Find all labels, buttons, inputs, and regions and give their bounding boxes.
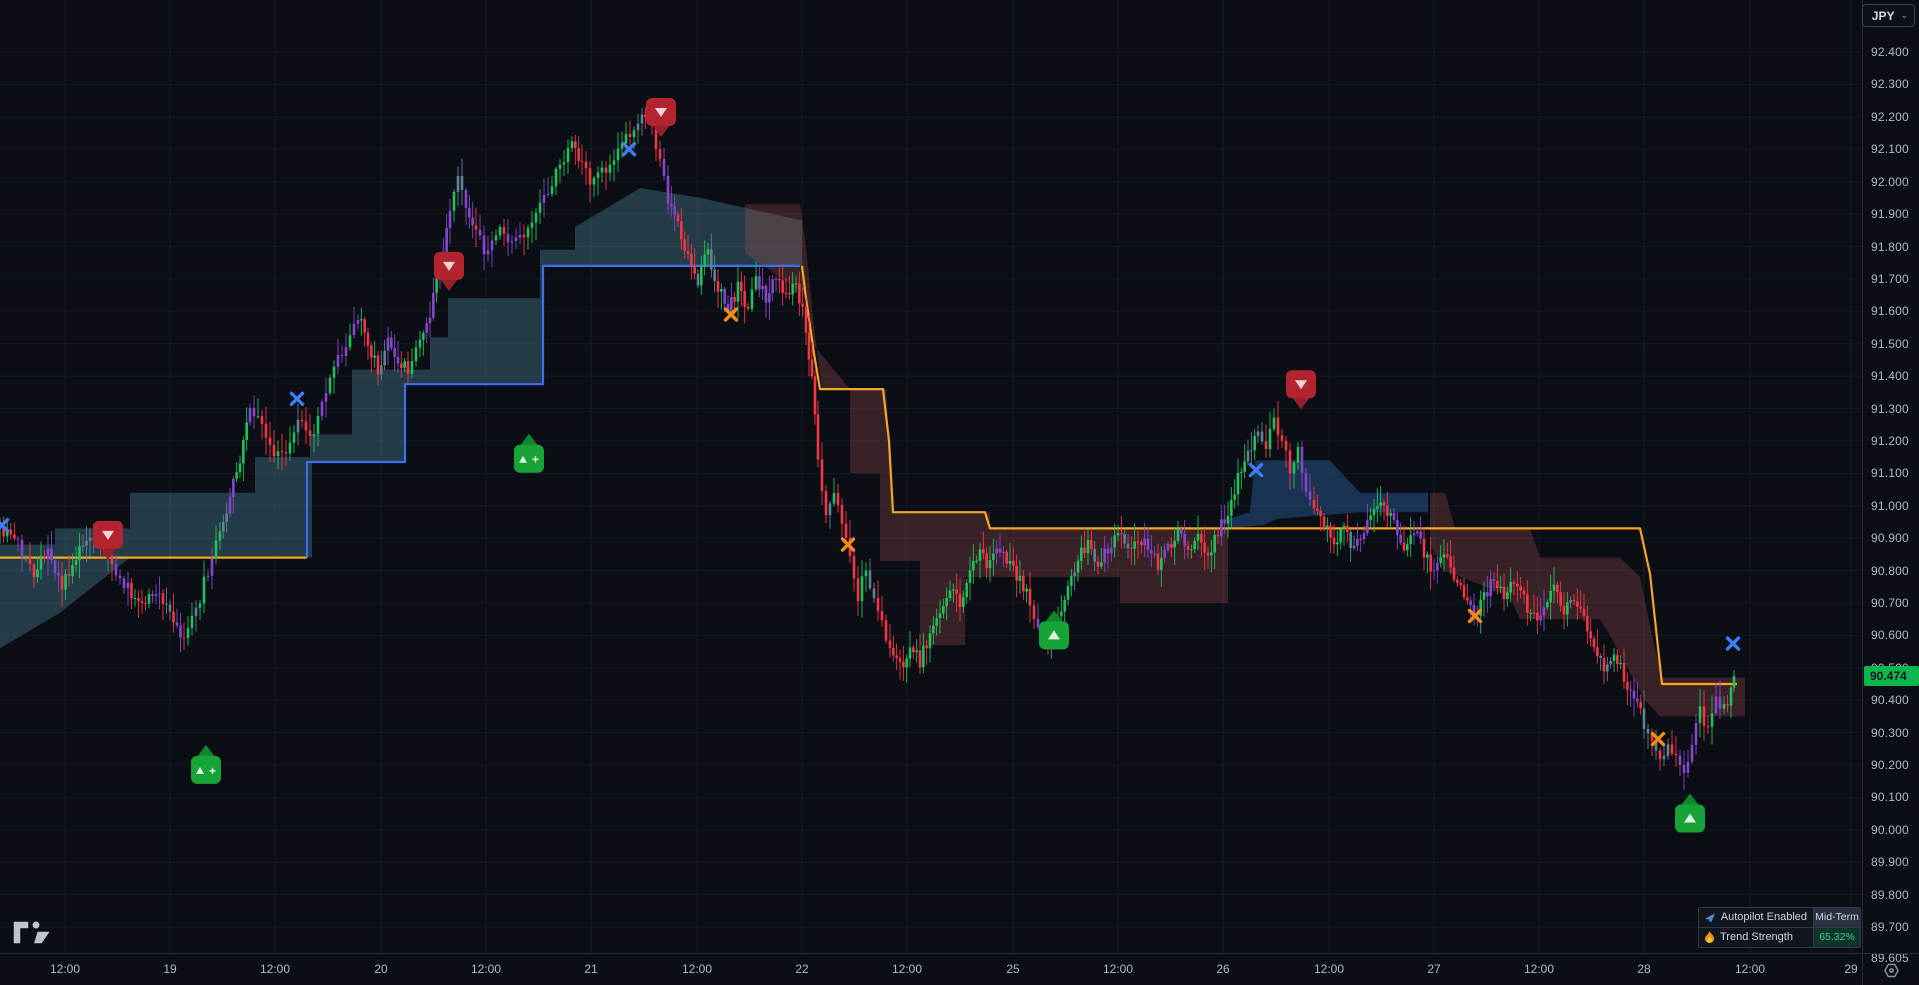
exit-long-x-marker[interactable] — [0, 518, 10, 533]
buy-signal-marker[interactable]: + — [191, 744, 221, 784]
price-tick-label: 89.700 — [1871, 920, 1909, 935]
price-tick-label: 92.200 — [1871, 109, 1909, 124]
trend-clouds — [0, 188, 1745, 717]
dashboard-row: Autopilot Enabled Mid-Term — [1699, 908, 1860, 927]
time-tick-label: 12:00 — [681, 962, 713, 976]
currency-selector[interactable]: JPY ⌄ — [1861, 4, 1915, 27]
price-tick-label: 89.900 — [1871, 855, 1909, 870]
svg-text:+: + — [209, 764, 216, 778]
buy-signal-marker[interactable] — [1039, 610, 1069, 650]
time-tick-label: 12:00 — [1102, 962, 1134, 976]
sell-signal-marker[interactable] — [1286, 370, 1316, 410]
time-tick-label: 22 — [795, 962, 809, 976]
tradingview-logo[interactable] — [12, 918, 54, 948]
price-tick-label: 91.800 — [1871, 239, 1909, 254]
time-tick-label: 12:00 — [1734, 962, 1766, 976]
grid — [0, 0, 1862, 953]
last-price-tag: 90.474 — [1864, 666, 1919, 687]
cloud-bull — [0, 188, 802, 649]
price-tick-label: 90.900 — [1871, 531, 1909, 546]
chevron-down-icon: ⌄ — [1900, 10, 1908, 20]
dashboard-value: 65.32% — [1813, 928, 1860, 947]
price-tick-label: 91.400 — [1871, 369, 1909, 384]
price-tick-label: 91.300 — [1871, 401, 1909, 416]
sell-signal-marker[interactable] — [93, 520, 123, 560]
price-tick-label: 91.100 — [1871, 466, 1909, 481]
exit-long-x-marker[interactable] — [1248, 462, 1264, 478]
exit-short-x-marker[interactable] — [1467, 608, 1483, 624]
fire-icon — [1704, 931, 1715, 943]
dashboard-label: Autopilot Enabled — [1699, 908, 1813, 927]
price-tick-label: 92.300 — [1871, 77, 1909, 92]
price-tick-label: 91.000 — [1871, 498, 1909, 513]
time-tick-label: 27 — [1427, 962, 1441, 976]
buy-signal-marker[interactable] — [1675, 793, 1705, 833]
time-tick-label: 20 — [374, 962, 388, 976]
time-tick-label: 12:00 — [891, 962, 923, 976]
exit-long-x-marker[interactable] — [621, 141, 637, 157]
axis-settings-cell[interactable] — [1862, 953, 1919, 985]
cloud-bear — [745, 204, 1228, 646]
time-tick-label: 12:00 — [259, 962, 291, 976]
price-tick-label: 90.200 — [1871, 758, 1909, 772]
airplane-icon — [1704, 912, 1715, 923]
price-tick-label: 90.000 — [1871, 822, 1909, 837]
candles — [0, 98, 1736, 791]
time-tick-label: 12:00 — [1313, 962, 1345, 976]
exit-long-x-marker[interactable] — [289, 391, 305, 406]
cloud-accum — [1228, 460, 1428, 529]
time-tick-label: 29 — [1844, 962, 1858, 976]
price-chart: ++ — [0, 0, 1862, 953]
exit-short-x-marker[interactable] — [1650, 731, 1666, 747]
price-tick-label: 91.600 — [1871, 304, 1909, 319]
exit-short-x-marker[interactable] — [723, 307, 739, 322]
time-tick-label: 19 — [163, 962, 177, 976]
time-tick-label: 26 — [1216, 962, 1230, 976]
time-tick-label: 12:00 — [1523, 962, 1555, 976]
exit-long-x-marker[interactable] — [1725, 636, 1741, 651]
price-tick-label: 91.700 — [1871, 271, 1909, 286]
exit-short-x-marker[interactable] — [840, 537, 856, 552]
price-tick-label: 89.800 — [1871, 887, 1909, 902]
price-tick-label: 90.700 — [1871, 596, 1909, 610]
price-tick-label: 90.300 — [1871, 725, 1909, 740]
axis-settings-icon[interactable] — [1883, 962, 1900, 979]
time-tick-label: 21 — [584, 962, 598, 976]
signal-markers: ++ — [0, 98, 1741, 833]
time-tick-label: 12:00 — [470, 962, 502, 976]
svg-text:+: + — [532, 453, 539, 467]
time-tick-label: 25 — [1006, 962, 1020, 976]
price-tick-label: 92.400 — [1871, 45, 1909, 59]
sell-signal-marker[interactable] — [434, 251, 464, 291]
dashboard-label: Trend Strength — [1699, 928, 1813, 947]
price-tick-label: 92.100 — [1871, 142, 1909, 157]
buy-signal-marker[interactable]: + — [514, 433, 544, 473]
trail-long-line — [305, 264, 800, 558]
dashboard-row: Trend Strength 65.32% — [1699, 927, 1860, 947]
time-axis[interactable]: 12:00 19 12:00 20 12:00 21 12:00 22 12:00 25 12:00… — [0, 953, 1862, 985]
sell-signal-marker[interactable] — [646, 98, 676, 137]
price-tick-label: 90.800 — [1871, 563, 1909, 578]
price-tick-label: 89.605 — [1871, 950, 1909, 965]
price-tick-label: 91.500 — [1871, 336, 1909, 351]
price-axis[interactable]: JPY ⌄ 92.400 92.300 92.200 92.100 92.000 91.9… — [1861, 0, 1919, 965]
price-tick-label: 90.400 — [1871, 693, 1909, 708]
price-tick-label: 90.100 — [1871, 790, 1909, 805]
price-tick-label: 90.600 — [1871, 628, 1909, 643]
dashboard-value: Mid-Term — [1813, 908, 1860, 927]
indicator-dashboard: Autopilot Enabled Mid-Term Trend Strength 6… — [1698, 907, 1861, 948]
trail-short-line — [800, 265, 1737, 686]
price-tick-label: 91.900 — [1871, 207, 1909, 222]
currency-label: JPY — [1871, 8, 1895, 23]
chart-canvas[interactable]: + + — [0, 0, 1862, 953]
time-tick-label: 12:00 — [49, 962, 81, 976]
price-tick-label: 92.000 — [1871, 174, 1909, 189]
time-tick-label: 28 — [1637, 962, 1651, 976]
price-tick-label: 91.200 — [1871, 433, 1909, 448]
cloud-bear — [1430, 492, 1745, 717]
